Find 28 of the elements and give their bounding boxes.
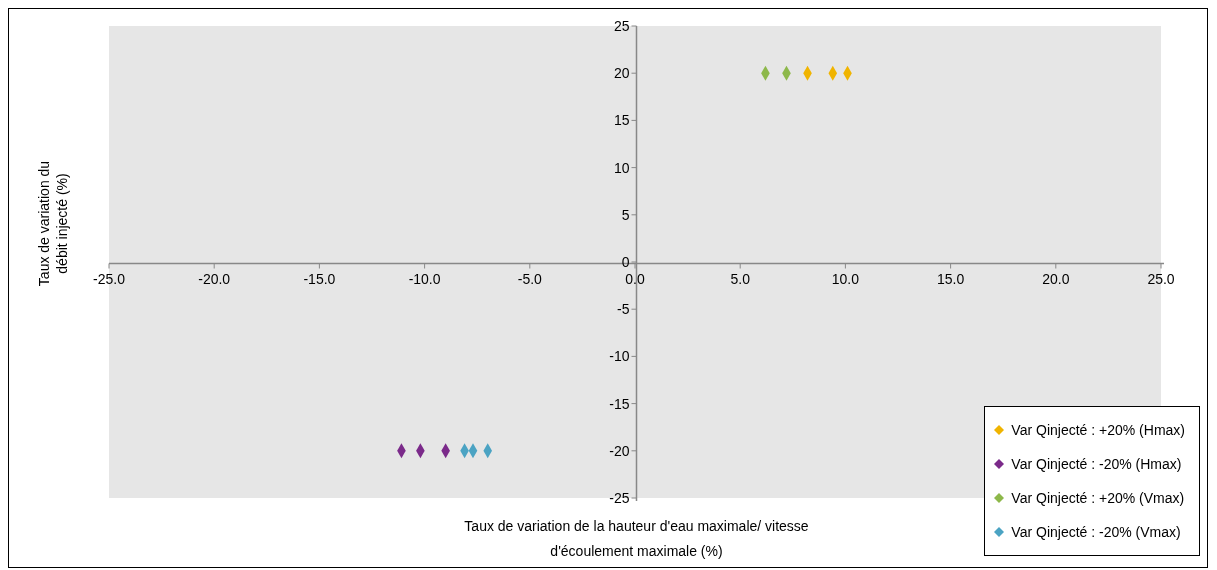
y-tick-label: -10 [609, 348, 630, 365]
x-tick-label: 15.0 [936, 270, 965, 287]
x-tick-label: -20.0 [198, 270, 231, 287]
x-tick-label: -15.0 [303, 270, 336, 287]
y-tick-label: 25 [613, 18, 630, 34]
y-tick-label: 15 [613, 112, 630, 129]
x-tick-label: 10.0 [831, 270, 860, 287]
y-tick-label: -15 [609, 395, 630, 412]
legend-label: Var Qinjecté : +20% (Vmax) [1011, 490, 1185, 506]
x-tick-label: 20.0 [1042, 270, 1070, 287]
legend-label: Var Qinjecté : -20% (Hmax) [1011, 456, 1182, 472]
legend-label: Var Qinjecté : +20% (Hmax) [1011, 422, 1185, 438]
x-tick-label: -25.0 [93, 270, 126, 287]
y-tick-label: 20 [613, 65, 630, 82]
y-axis-title: Taux de variation du débit injecté (%) [36, 160, 70, 287]
y-tick-label: 10 [613, 159, 630, 176]
x-tick-label: -10.0 [408, 270, 441, 287]
y-tick-label: -5 [617, 301, 630, 318]
y-tick-label: 5 [621, 206, 630, 223]
x-tick-label: 5.0 [730, 270, 751, 287]
x-tick-label: -5.0 [517, 270, 543, 287]
x-tick-label: 0.0 [625, 270, 645, 287]
y-tick-label: -25 [609, 490, 630, 506]
x-axis-title: Taux de variation de la hauteur d'eau maximale/ vitesse d'écoulement maximale (%) [464, 518, 809, 559]
y-tick-label: 0 [621, 254, 630, 270]
y-tick-label: -20 [609, 442, 630, 459]
x-tick-label: 25.0 [1147, 270, 1175, 287]
legend-label: Var Qinjecté : -20% (Vmax) [1011, 524, 1181, 540]
